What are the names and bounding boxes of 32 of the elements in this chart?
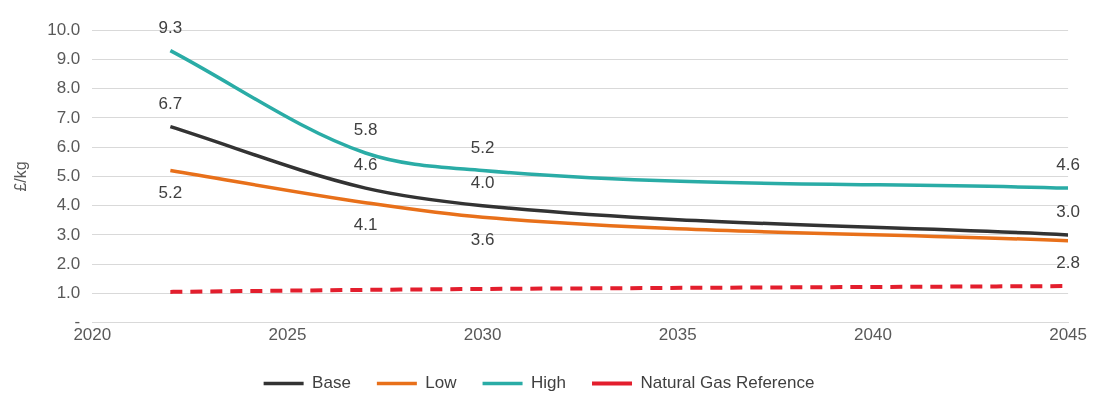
y-tick-label: 5.0: [56, 166, 81, 186]
data-label: 2.8: [1056, 252, 1080, 272]
y-tick-label: 6.0: [56, 136, 81, 156]
data-label: 4.6: [353, 155, 378, 175]
data-label: 5.2: [158, 182, 183, 202]
x-tick-label: 2030: [463, 325, 502, 345]
data-label: 3.0: [1056, 202, 1080, 222]
x-tick-label: 2035: [658, 325, 697, 345]
y-tick-label: 3.0: [56, 224, 81, 244]
x-tick-label: 2040: [854, 325, 892, 345]
y-tick-label: 2.0: [56, 253, 81, 273]
data-label: 9.3: [158, 17, 183, 37]
data-label: 4.6: [1056, 155, 1080, 175]
data-label: 3.6: [470, 229, 495, 249]
x-tick-label: 2045: [1049, 325, 1087, 345]
y-tick-label: 10.0: [47, 19, 81, 39]
legend-label: Natural Gas Reference: [640, 373, 815, 393]
y-tick-label: 7.0: [56, 107, 81, 127]
y-tick-label: 8.0: [56, 78, 81, 98]
y-tick-label: 9.0: [56, 49, 81, 69]
y-tick-label: 1.0: [56, 283, 81, 303]
data-label: 5.8: [353, 120, 378, 140]
y-tick-label: 4.0: [56, 195, 81, 215]
legend-label: High: [531, 373, 567, 393]
data-label: 4.0: [470, 172, 495, 192]
data-label: 5.2: [470, 137, 495, 157]
data-label: 6.7: [158, 93, 183, 113]
y-axis-title: £/kg: [12, 161, 30, 192]
legend-label: Base: [312, 373, 351, 393]
x-tick-label: 2025: [268, 325, 307, 345]
data-label: 4.1: [353, 214, 378, 234]
legend-label: Low: [425, 373, 458, 393]
